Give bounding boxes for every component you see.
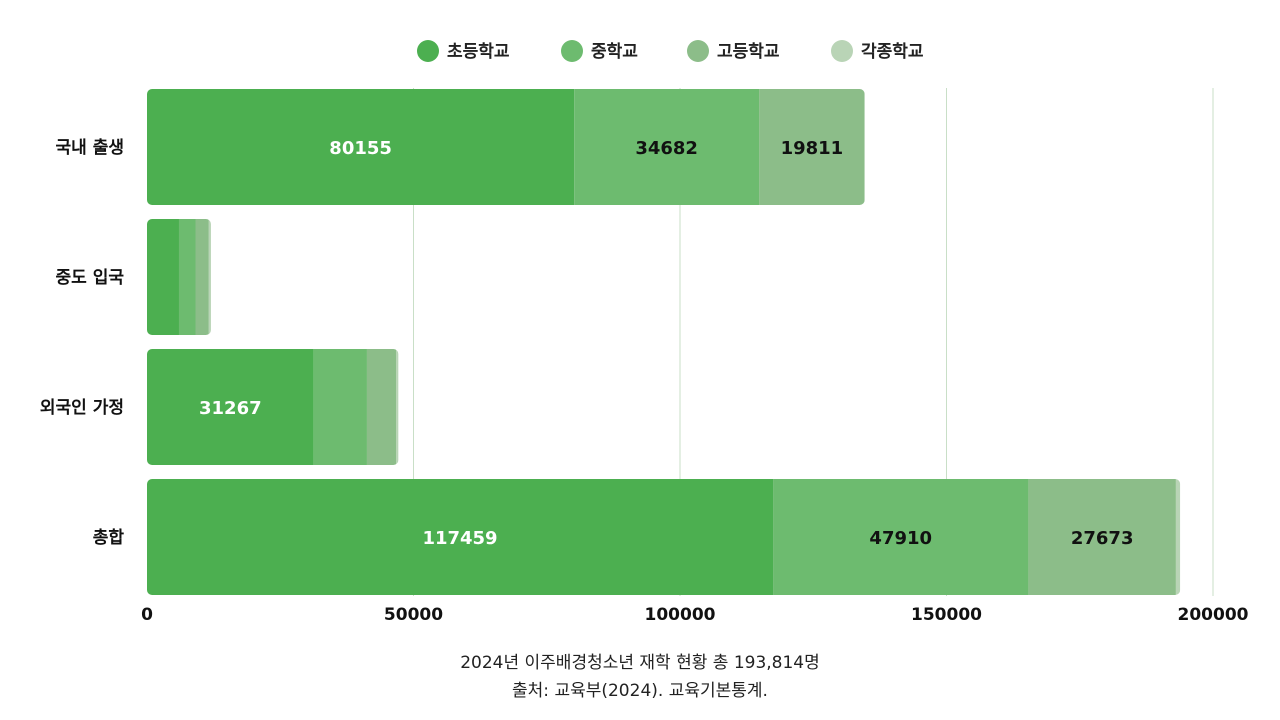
- bar-segment: [195, 219, 209, 335]
- bar-group-3: [147, 349, 399, 465]
- legend-marker: [561, 40, 583, 62]
- legend-label: 초등학교: [447, 42, 510, 62]
- category-label: 국내 출생: [56, 138, 124, 158]
- bar-segment: [147, 349, 314, 465]
- data-label: 47910: [869, 528, 932, 549]
- x-tick-label: 0: [141, 605, 153, 625]
- bar-segment: [574, 89, 760, 205]
- legend-marker: [417, 40, 439, 62]
- data-label: 117459: [422, 528, 497, 549]
- data-label: 34682: [635, 138, 698, 159]
- bar-segment: [396, 349, 399, 465]
- bar-segment: [147, 479, 774, 595]
- x-tick-label: 50000: [384, 605, 443, 625]
- x-tick-label: 150000: [911, 605, 982, 625]
- data-labels: 80155 34682 19811 31267 117459 47910 27673: [199, 138, 1133, 549]
- x-tick-label: 100000: [645, 605, 716, 625]
- bar-segment: [208, 219, 211, 335]
- stacked-bar-chart: 80155 34682 19811 31267 117459 47910 27673 국내 …: [40, 40, 1249, 625]
- category-label: 중도 입국: [56, 268, 125, 288]
- bar-segment: [366, 349, 397, 465]
- bar-segment: [147, 89, 575, 205]
- category-label: 총합: [93, 527, 125, 548]
- category-label: 외국인 가정: [40, 398, 124, 418]
- legend-marker: [687, 40, 709, 62]
- bar-segment: [147, 219, 179, 335]
- bar-group-2: [147, 219, 211, 335]
- bar-segment: [1175, 479, 1181, 595]
- data-label: 80155: [329, 138, 392, 159]
- legend: 초등학교 중학교 고등학교 각종학교: [417, 40, 924, 62]
- bars: [147, 89, 1181, 595]
- legend-label: 고등학교: [717, 42, 780, 62]
- x-tick-label: 200000: [1178, 605, 1249, 625]
- bar-segment: [1028, 479, 1176, 595]
- legend-marker: [831, 40, 853, 62]
- caption-summary: 2024년 이주배경청소년 재학 현황 총 193,814명: [460, 653, 820, 673]
- bar-segment: [313, 349, 367, 465]
- caption-source: 출처: 교육부(2024). 교육기본통계.: [512, 681, 768, 701]
- legend-label: 중학교: [591, 42, 638, 62]
- bar-segment: [759, 89, 865, 205]
- data-label: 31267: [199, 398, 262, 419]
- legend-label: 각종학교: [861, 42, 924, 62]
- bar-group-4: [147, 479, 1181, 595]
- data-label: 27673: [1071, 528, 1134, 549]
- data-label: 19811: [781, 138, 844, 159]
- bar-group-1: [147, 89, 865, 205]
- bar-segment: [178, 219, 196, 335]
- bar-segment: [773, 479, 1029, 595]
